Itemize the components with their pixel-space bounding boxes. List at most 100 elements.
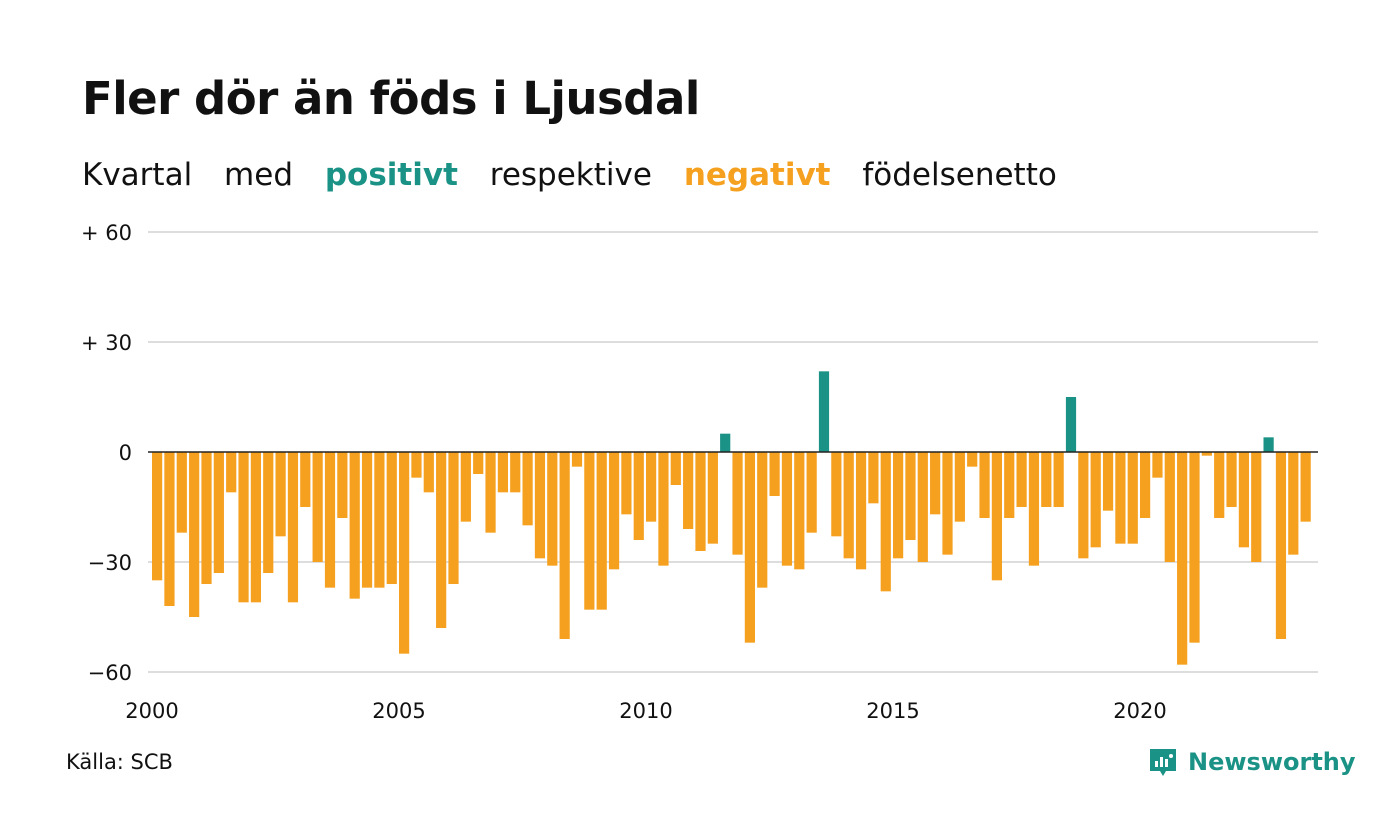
subtitle-word: med: [224, 157, 293, 193]
bar: [164, 452, 175, 606]
bar: [1226, 452, 1237, 507]
bar: [1053, 452, 1064, 507]
subtitle-positive-label: positivt: [324, 157, 458, 193]
bar: [1127, 452, 1138, 544]
bar: [287, 452, 299, 603]
bar: [1078, 452, 1089, 559]
bar: [312, 452, 323, 562]
bar: [436, 452, 447, 628]
bar: [683, 452, 694, 529]
bar: [1288, 452, 1299, 555]
bar: [1201, 452, 1212, 456]
bar: [522, 452, 533, 526]
x-tick-label: 2010: [619, 699, 672, 723]
bar: [720, 433, 731, 452]
bar: [189, 452, 200, 617]
bar: [1115, 452, 1126, 544]
bar: [658, 452, 669, 566]
bar: [608, 452, 620, 570]
bar: [213, 452, 224, 573]
bar: [967, 452, 978, 467]
bar: [374, 452, 385, 588]
bar: [571, 452, 583, 467]
bar: [152, 452, 163, 581]
bar: [485, 452, 496, 533]
bar: [1238, 452, 1249, 548]
grid-layer: [148, 231, 1318, 673]
bar: [744, 452, 755, 643]
subtitle-word: respektive: [489, 157, 652, 193]
bar: [942, 452, 953, 555]
bar: [534, 452, 546, 559]
bar: [646, 452, 657, 522]
bar: [250, 452, 261, 603]
bar: [1102, 452, 1114, 511]
bar: [226, 452, 237, 493]
x-tick-label: 2020: [1113, 699, 1166, 723]
y-tick-label: −60: [88, 661, 132, 685]
bar: [201, 452, 212, 584]
bar: [448, 452, 459, 584]
bar: [399, 452, 410, 654]
bar: [510, 452, 521, 493]
bar: [460, 452, 471, 522]
bar: [1164, 452, 1175, 562]
bar: [806, 452, 817, 533]
x-tick-label: 2005: [372, 699, 425, 723]
bar: [757, 452, 768, 588]
bar: [905, 452, 916, 540]
x-tick-label: 2015: [866, 699, 919, 723]
bar: [818, 371, 830, 452]
bar: [1152, 452, 1163, 478]
bar: [337, 452, 348, 518]
subtitle-word: födelsenetto: [862, 157, 1057, 193]
bar: [695, 452, 706, 551]
bar: [263, 452, 274, 573]
chart-subtitle: Kvartal med positivt respektive negativt…: [82, 157, 1079, 193]
bar: [1177, 452, 1188, 665]
bar: [831, 452, 842, 537]
bar: [300, 452, 311, 507]
bar: [707, 452, 718, 544]
bar: [930, 452, 941, 515]
brand-logo[interactable]: Newsworthy: [1148, 742, 1356, 782]
bar: [596, 452, 607, 610]
bar: [1263, 437, 1274, 452]
bar: [1041, 452, 1052, 507]
bar: [547, 452, 558, 566]
bar: [843, 452, 854, 559]
bar-layer: [152, 371, 1311, 665]
bar: [473, 452, 484, 474]
bar: [1189, 452, 1200, 643]
chart-title: Fler dör än föds i Ljusdal: [82, 72, 700, 125]
bar: [349, 452, 360, 599]
y-tick-label: + 30: [81, 331, 132, 355]
bar: [1090, 452, 1101, 548]
bar: [1016, 452, 1027, 507]
brand-name: Newsworthy: [1188, 748, 1356, 776]
bar: [855, 452, 867, 570]
bar: [386, 452, 397, 584]
subtitle-negative-label: negativt: [683, 157, 831, 193]
bar: [176, 452, 187, 533]
bar: [670, 452, 681, 485]
bar: [621, 452, 632, 515]
bar: [917, 452, 928, 562]
bar: [361, 452, 373, 588]
bar: [584, 452, 595, 610]
y-tick-label: + 60: [81, 221, 132, 245]
bar: [1140, 452, 1151, 518]
bar: [1028, 452, 1040, 566]
newsworthy-logo-icon: [1150, 749, 1176, 776]
bar: [1300, 452, 1311, 522]
x-tick-label: 2000: [125, 699, 178, 723]
bar: [979, 452, 990, 518]
bar: [411, 452, 422, 478]
bar: [954, 452, 965, 522]
bar: [868, 452, 879, 504]
y-tick-label: −30: [88, 551, 132, 575]
bar: [781, 452, 793, 566]
bar: [769, 452, 780, 496]
axis-layer: + 60 + 30 0 −30 −60 2000 2005 2010 2015 2020: [81, 221, 1318, 723]
